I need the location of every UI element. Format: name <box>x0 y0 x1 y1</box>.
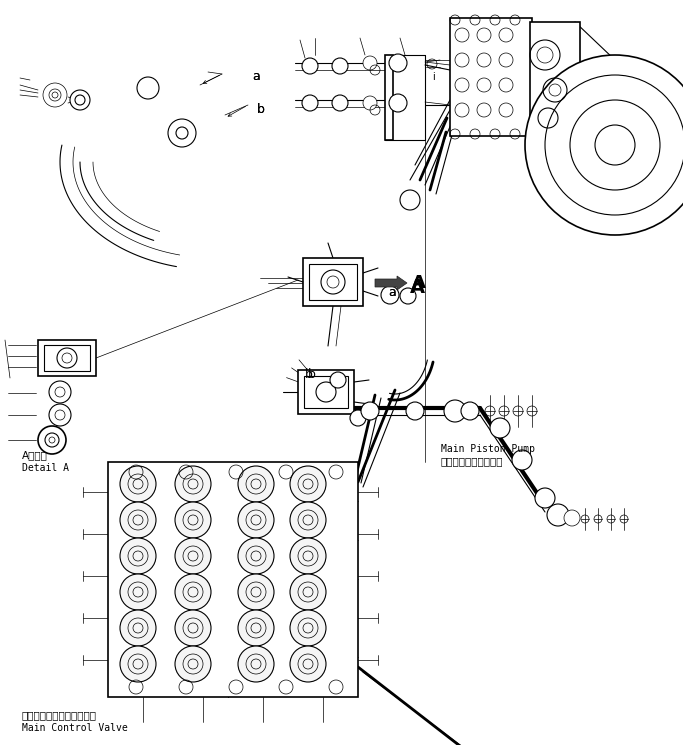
Circle shape <box>547 504 569 526</box>
Text: a: a <box>388 286 395 299</box>
Circle shape <box>290 502 326 538</box>
Circle shape <box>137 77 159 99</box>
Circle shape <box>43 83 67 107</box>
Text: Main Control Valve: Main Control Valve <box>22 723 128 733</box>
Circle shape <box>332 58 348 74</box>
Text: a: a <box>252 70 260 83</box>
Circle shape <box>238 538 274 574</box>
Circle shape <box>120 646 156 682</box>
Circle shape <box>49 381 71 403</box>
Circle shape <box>238 646 274 682</box>
Circle shape <box>400 288 416 304</box>
Circle shape <box>389 94 407 112</box>
Circle shape <box>49 404 71 426</box>
Circle shape <box>238 502 274 538</box>
Circle shape <box>330 372 346 388</box>
Circle shape <box>535 488 555 508</box>
Circle shape <box>406 402 424 420</box>
Circle shape <box>564 510 580 526</box>
Circle shape <box>290 466 326 502</box>
Circle shape <box>389 54 407 72</box>
Text: b: b <box>308 368 316 381</box>
Bar <box>304 376 348 408</box>
Circle shape <box>120 538 156 574</box>
Circle shape <box>168 119 196 147</box>
Circle shape <box>70 90 90 110</box>
Circle shape <box>175 646 211 682</box>
Circle shape <box>290 610 326 646</box>
Circle shape <box>363 56 377 70</box>
Text: メインコントロールバルブ: メインコントロールバルブ <box>22 710 97 720</box>
Text: Detail A: Detail A <box>22 463 69 473</box>
Text: Main Piston Pump: Main Piston Pump <box>441 444 535 454</box>
Circle shape <box>302 58 318 74</box>
Bar <box>108 462 358 697</box>
Circle shape <box>175 538 211 574</box>
Bar <box>298 370 354 414</box>
Circle shape <box>238 466 274 502</box>
Bar <box>385 55 393 140</box>
Circle shape <box>302 95 318 111</box>
Circle shape <box>120 502 156 538</box>
Bar <box>530 22 580 134</box>
Circle shape <box>512 450 532 470</box>
Text: b: b <box>257 103 265 116</box>
Circle shape <box>238 574 274 610</box>
Circle shape <box>120 574 156 610</box>
Circle shape <box>290 574 326 610</box>
Circle shape <box>332 95 348 111</box>
Bar <box>303 258 363 306</box>
Text: i: i <box>432 72 435 82</box>
FancyArrow shape <box>375 276 407 290</box>
Circle shape <box>525 55 683 235</box>
Circle shape <box>290 538 326 574</box>
Text: A　詳細: A 詳細 <box>22 450 48 460</box>
Text: b: b <box>257 103 265 116</box>
Bar <box>309 264 357 300</box>
Circle shape <box>490 418 510 438</box>
Text: a: a <box>388 286 395 299</box>
Circle shape <box>38 426 66 454</box>
Circle shape <box>120 610 156 646</box>
Circle shape <box>361 402 379 420</box>
Text: A: A <box>412 274 426 292</box>
Text: b: b <box>305 368 313 381</box>
Circle shape <box>120 466 156 502</box>
Circle shape <box>175 610 211 646</box>
Circle shape <box>290 646 326 682</box>
Circle shape <box>175 502 211 538</box>
Circle shape <box>400 190 420 210</box>
Text: メインビストンポンプ: メインビストンポンプ <box>441 456 503 466</box>
Circle shape <box>363 96 377 110</box>
Circle shape <box>175 574 211 610</box>
Text: a: a <box>252 70 260 83</box>
Circle shape <box>175 466 211 502</box>
Circle shape <box>381 286 399 304</box>
Circle shape <box>444 400 466 422</box>
Text: A: A <box>410 278 425 297</box>
Bar <box>450 18 532 136</box>
Bar <box>44 345 90 371</box>
Circle shape <box>238 610 274 646</box>
Bar <box>38 340 96 376</box>
Circle shape <box>461 402 479 420</box>
Circle shape <box>350 410 366 426</box>
